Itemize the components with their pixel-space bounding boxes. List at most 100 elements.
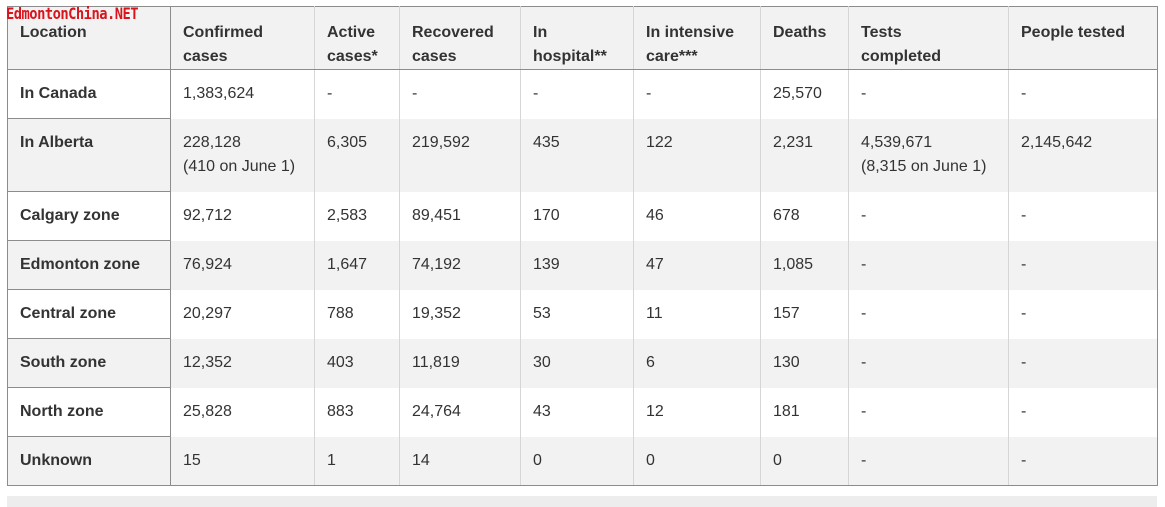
people-tested-cell-value: -: [1021, 85, 1027, 102]
active-cell: 1: [314, 436, 400, 486]
confirmed-cell: 76,924: [170, 240, 315, 290]
column-header-4: In hospital**: [520, 6, 634, 70]
recovered-cell: -: [399, 69, 521, 119]
tests-cell-value: -: [861, 451, 867, 469]
confirmed-cell-value: 1,383,624: [183, 85, 255, 102]
deaths-cell-value: 130: [773, 353, 800, 371]
location-cell-value: South zone: [20, 354, 107, 371]
hospital-cell: 43: [520, 387, 634, 437]
location-cell-value: Edmonton zone: [20, 256, 140, 273]
icu-cell-value: 0: [646, 451, 655, 469]
tests-cell: -: [848, 436, 1009, 486]
people-tested-cell: 2,145,642: [1008, 118, 1158, 192]
column-header-8: People tested: [1008, 6, 1158, 70]
table-row: North zone 25,828 883 24,764 43 12 181 - -: [7, 387, 1158, 437]
people-tested-cell: -: [1008, 436, 1158, 486]
table-row: In Alberta 228,128 (410 on June 1) 6,305 219…: [7, 118, 1158, 192]
confirmed-cell: 25,828: [170, 387, 315, 437]
icu-cell-value: 46: [646, 206, 664, 224]
deaths-cell-value: 2,231: [773, 133, 814, 151]
column-header-line: Recovered: [412, 24, 494, 41]
confirmed-cell-note: (410 on June 1): [183, 157, 296, 175]
hospital-cell-value: -: [533, 85, 539, 102]
active-cell-value: 883: [327, 402, 354, 420]
column-header-line: Deaths: [773, 24, 827, 41]
active-cell-value: 6,305: [327, 133, 368, 151]
location-cell-value: North zone: [20, 403, 104, 420]
column-header-5: In intensive care***: [633, 6, 761, 70]
icu-cell: 6: [633, 338, 761, 388]
recovered-cell: 19,352: [399, 289, 521, 339]
location-cell: South zone: [7, 338, 171, 388]
people-tested-cell: -: [1008, 387, 1158, 437]
people-tested-cell-value: -: [1021, 304, 1027, 322]
location-cell-value: Unknown: [20, 452, 92, 469]
icu-cell: 0: [633, 436, 761, 486]
tests-cell-value: -: [861, 304, 867, 322]
active-cell: 6,305: [314, 118, 400, 192]
tests-cell: -: [848, 240, 1009, 290]
icu-cell-value: 12: [646, 402, 664, 420]
confirmed-cell: 12,352: [170, 338, 315, 388]
hospital-cell: 30: [520, 338, 634, 388]
tests-cell: -: [848, 338, 1009, 388]
column-header-line: Tests: [861, 24, 902, 41]
people-tested-cell: -: [1008, 69, 1158, 119]
icu-cell: 46: [633, 191, 761, 241]
confirmed-cell-value: 15: [183, 451, 201, 469]
tests-cell: -: [848, 289, 1009, 339]
tests-cell-note: (8,315 on June 1): [861, 157, 987, 175]
active-cell-value: -: [327, 85, 333, 102]
recovered-cell-value: 11,819: [412, 353, 460, 371]
table-row: Unknown 15 1 14 0 0 0 - -: [7, 436, 1158, 486]
hospital-cell: 435: [520, 118, 634, 192]
location-cell: Central zone: [7, 289, 171, 339]
hospital-cell: 53: [520, 289, 634, 339]
hospital-cell-value: 435: [533, 133, 560, 151]
deaths-cell: 130: [760, 338, 849, 388]
table-row: Central zone 20,297 788 19,352 53 11 157 - -: [7, 289, 1158, 339]
location-cell: Calgary zone: [7, 191, 171, 241]
tests-cell: -: [848, 69, 1009, 119]
deaths-cell: 0: [760, 436, 849, 486]
column-header-line: Active: [327, 24, 376, 41]
icu-cell-value: 47: [646, 255, 664, 273]
deaths-cell-value: 181: [773, 402, 800, 420]
horizontal-scrollbar[interactable]: [7, 496, 1157, 507]
confirmed-cell-value: 25,828: [183, 402, 232, 420]
table-row: Calgary zone 92,712 2,583 89,451 170 46 678 - -: [7, 191, 1158, 241]
confirmed-cell: 20,297: [170, 289, 315, 339]
recovered-cell: 11,819: [399, 338, 521, 388]
table-row: South zone 12,352 403 11,819 30 6 130 - -: [7, 338, 1158, 388]
recovered-cell: 219,592: [399, 118, 521, 192]
hospital-cell-value: 30: [533, 353, 551, 371]
column-header-6: Deaths: [760, 6, 849, 70]
site-watermark: EdmontonChina.NET: [6, 4, 139, 23]
location-cell-value: Central zone: [20, 305, 117, 322]
recovered-cell-value: 24,764: [412, 402, 461, 420]
people-tested-cell-value: 2,145,642: [1021, 133, 1093, 151]
column-header-line: hospital**: [533, 48, 607, 65]
column-header-line: cases: [412, 48, 457, 65]
column-header-line: In intensive: [646, 24, 735, 41]
column-header-line: People tested: [1021, 24, 1126, 41]
tests-cell-value: -: [861, 85, 867, 102]
column-header-7: Tests completed: [848, 6, 1009, 70]
active-cell: 2,583: [314, 191, 400, 241]
covid-stats-table: Location Confirmed cases Active cases* Recove…: [7, 6, 1158, 486]
tests-cell: 4,539,671 (8,315 on June 1): [848, 118, 1009, 192]
people-tested-cell-value: -: [1021, 402, 1027, 420]
location-cell: North zone: [7, 387, 171, 437]
table-row: Edmonton zone 76,924 1,647 74,192 139 47 1,085…: [7, 240, 1158, 290]
people-tested-cell-value: -: [1021, 206, 1027, 224]
deaths-cell: 1,085: [760, 240, 849, 290]
tests-cell: -: [848, 387, 1009, 437]
tests-cell-value: -: [861, 255, 867, 273]
tests-cell-value: 4,539,671: [861, 133, 933, 151]
confirmed-cell-value: 12,352: [183, 353, 232, 371]
active-cell: 883: [314, 387, 400, 437]
column-header-2: Active cases*: [314, 6, 400, 70]
location-cell-value: Calgary zone: [20, 207, 120, 224]
recovered-cell-value: 219,592: [412, 133, 470, 151]
tests-cell-value: -: [861, 353, 867, 371]
